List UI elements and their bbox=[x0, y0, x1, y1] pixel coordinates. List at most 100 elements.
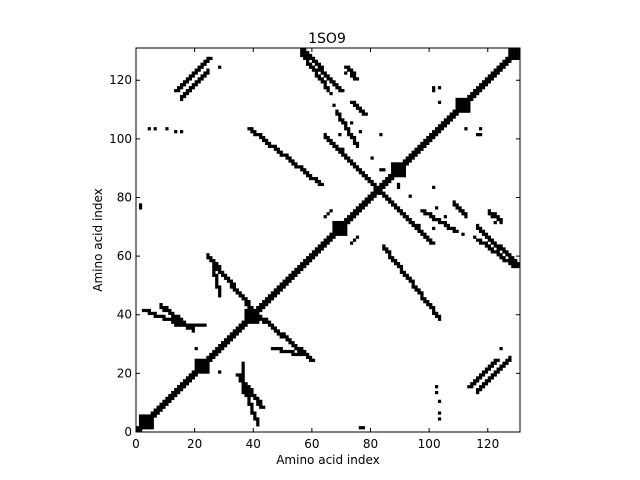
contact-cell bbox=[179, 320, 184, 324]
contact-cell bbox=[476, 376, 480, 380]
contact-cell bbox=[347, 65, 351, 69]
contact-cell bbox=[455, 229, 459, 233]
contact-cell bbox=[168, 396, 172, 401]
contact-cell bbox=[349, 68, 354, 72]
contact-cell bbox=[250, 390, 254, 395]
contact-cell bbox=[291, 341, 295, 345]
contact-cell bbox=[250, 405, 254, 409]
contact-cell bbox=[244, 300, 248, 304]
contact-cell bbox=[317, 74, 321, 78]
contact-cell bbox=[349, 218, 354, 222]
contact-cell bbox=[179, 323, 184, 327]
contact-cell bbox=[300, 349, 304, 354]
contact-cell bbox=[514, 259, 518, 263]
contact-cell bbox=[203, 323, 207, 327]
contact-cell bbox=[508, 59, 512, 63]
contact-cell bbox=[182, 385, 187, 389]
contact-cell bbox=[223, 276, 228, 280]
contact-cell bbox=[352, 209, 357, 213]
contact-cell bbox=[188, 74, 192, 78]
contact-cell bbox=[244, 308, 248, 313]
contact-cell bbox=[279, 332, 283, 336]
contact-cell bbox=[197, 65, 201, 69]
contact-cell bbox=[349, 215, 354, 219]
contact-cell bbox=[388, 250, 392, 254]
contact-cell bbox=[320, 77, 324, 81]
contact-cell bbox=[355, 235, 360, 239]
contact-cell bbox=[473, 235, 477, 239]
contact-cell bbox=[279, 288, 283, 292]
contact-cell bbox=[206, 256, 210, 260]
contact-cell bbox=[276, 329, 280, 333]
contact-cell bbox=[235, 329, 239, 333]
contact-cell bbox=[426, 300, 430, 304]
contact-cell bbox=[303, 56, 307, 61]
contact-cell bbox=[484, 235, 489, 239]
contact-cell bbox=[156, 314, 160, 318]
contact-cell bbox=[370, 191, 374, 195]
contact-cell bbox=[499, 346, 503, 351]
contact-cell bbox=[320, 68, 324, 72]
contact-cell bbox=[294, 273, 298, 277]
contact-cell bbox=[232, 335, 236, 339]
contact-cell bbox=[461, 97, 465, 102]
contact-cell bbox=[256, 402, 260, 406]
contact-cell bbox=[247, 402, 251, 406]
contact-cell bbox=[379, 185, 383, 190]
contact-cell bbox=[385, 179, 389, 184]
contact-cell bbox=[285, 276, 289, 280]
contact-cell bbox=[470, 97, 474, 102]
contact-cell bbox=[490, 215, 494, 219]
contact-cell bbox=[267, 300, 272, 304]
contact-cell bbox=[177, 323, 181, 327]
contact-cell bbox=[391, 256, 395, 260]
contact-cell bbox=[306, 355, 310, 360]
contact-cell bbox=[156, 411, 160, 415]
contact-cell bbox=[326, 74, 330, 78]
contact-cell bbox=[273, 329, 278, 333]
contact-cell bbox=[473, 89, 477, 93]
contact-cell bbox=[300, 50, 304, 55]
contact-cell bbox=[490, 71, 494, 75]
contact-cell bbox=[168, 308, 172, 313]
contact-cell bbox=[467, 100, 471, 104]
y-tick-label: 120 bbox=[109, 73, 132, 87]
contact-cell bbox=[440, 220, 445, 225]
contact-cell bbox=[168, 311, 172, 316]
contact-cell bbox=[499, 68, 503, 72]
contact-cell bbox=[235, 326, 239, 330]
contact-cell bbox=[206, 364, 210, 368]
contact-cell bbox=[502, 247, 506, 251]
x-axis-label: Amino acid index bbox=[276, 453, 380, 467]
contact-cell bbox=[323, 238, 327, 242]
contact-cell bbox=[420, 144, 424, 148]
contact-cell bbox=[355, 144, 360, 148]
contact-cell bbox=[487, 209, 491, 213]
contact-cell bbox=[221, 270, 225, 275]
contact-cell bbox=[517, 53, 521, 58]
contact-cell bbox=[341, 89, 345, 93]
contact-cell bbox=[370, 197, 374, 201]
contact-cell bbox=[159, 305, 163, 310]
contact-cell bbox=[473, 94, 477, 99]
contact-cell bbox=[396, 182, 401, 187]
contact-cell bbox=[291, 159, 295, 163]
contact-cell bbox=[455, 103, 459, 107]
contact-cell bbox=[182, 94, 187, 99]
contact-cell bbox=[285, 349, 289, 354]
contact-cell bbox=[496, 367, 500, 371]
contact-cell bbox=[496, 250, 500, 254]
contact-cell bbox=[253, 317, 257, 321]
contact-cell bbox=[508, 50, 512, 55]
contact-cell bbox=[349, 212, 354, 216]
contact-cell bbox=[264, 297, 269, 301]
contact-cell bbox=[267, 297, 272, 301]
contact-cell bbox=[256, 133, 260, 137]
contact-cell bbox=[285, 282, 289, 286]
contact-cell bbox=[452, 109, 456, 113]
contact-cell bbox=[250, 305, 254, 310]
contact-cell bbox=[244, 317, 248, 321]
contact-cell bbox=[505, 361, 509, 365]
contact-cell bbox=[385, 194, 389, 198]
contact-cell bbox=[341, 121, 345, 125]
